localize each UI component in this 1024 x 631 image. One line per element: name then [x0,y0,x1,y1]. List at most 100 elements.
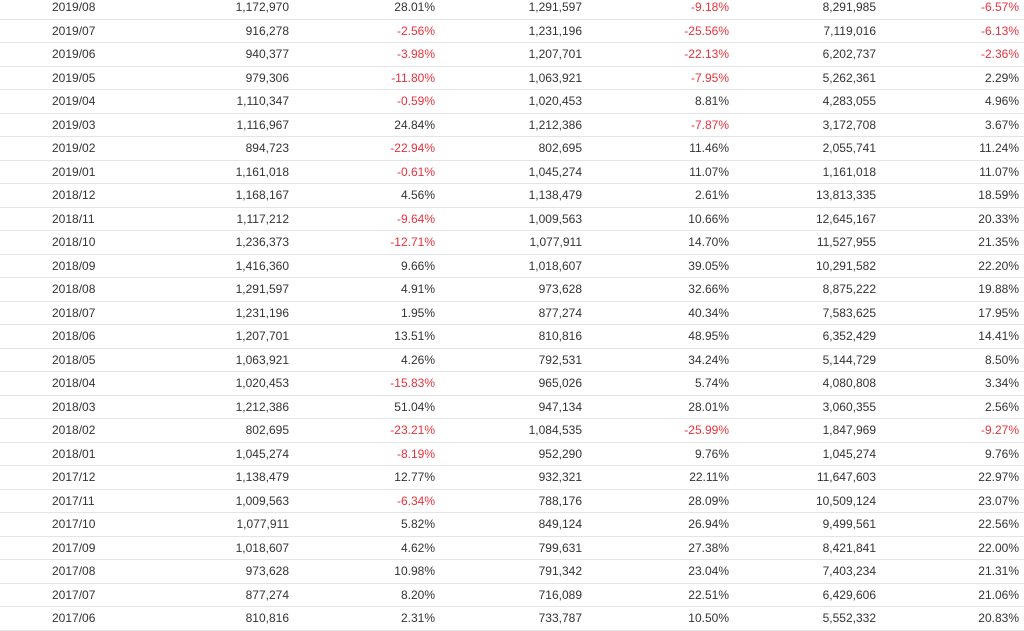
cumulative-value-cell: 6,352,429 [822,329,876,343]
yoy-change-cell: 27.38% [688,540,729,555]
yoy-change-cell: 34.24% [688,352,729,367]
mom-change-cell: 4.91% [400,282,435,296]
cumulative-value-cell: 8,421,841 [822,540,876,555]
table-row: 2019/06 940,377 -3.98% 1,207,701 -22.13% 6,20… [0,43,1024,67]
value-cell: 1,168,167 [235,188,289,202]
prior-year-value-cell: 1,020,453 [528,94,582,108]
prior-year-value-cell: 1,063,921 [528,70,582,85]
table-row: 2018/12 1,168,167 4.56% 1,138,479 2.61% 13,81… [0,184,1024,208]
table-row: 2017/11 1,009,563 -6.34% 788,176 28.09% 10,50… [0,490,1024,513]
yoy-change-cell: 26.94% [688,517,729,531]
cumulative-value-cell: 5,262,361 [822,70,876,85]
month-cell: 2018/09 [52,258,96,273]
cumulative-change-cell: 20.83% [978,611,1019,625]
month-cell: 2017/10 [52,517,96,531]
prior-year-value-cell: 1,291,597 [528,0,582,14]
cumulative-change-cell: 21.31% [978,564,1019,578]
month-cell: 2018/07 [52,305,96,320]
table-row: 2017/12 1,138,479 12.77% 932,321 22.11% 11,64… [0,466,1024,490]
cumulative-value-cell: 12,645,167 [815,211,876,226]
value-cell: 1,161,018 [235,164,289,179]
month-cell: 2019/03 [52,117,96,132]
value-cell: 1,116,967 [236,117,290,132]
cumulative-value-cell: 5,552,332 [822,611,876,625]
mom-change-cell: -9.64% [396,211,435,226]
mom-change-cell: 51.04% [394,399,435,414]
prior-year-value-cell: 1,212,386 [528,117,582,132]
cumulative-change-cell: 22.20% [978,258,1019,273]
yoy-change-cell: 22.11% [689,470,729,484]
cumulative-change-cell: -9.27% [980,423,1019,437]
mom-change-cell: 28.01% [394,0,435,14]
mom-change-cell: -6.34% [396,493,435,508]
month-cell: 2019/06 [52,47,96,61]
month-cell: 2019/07 [52,23,96,38]
cumulative-value-cell: 7,583,625 [822,305,876,320]
yoy-change-cell: -7.95% [690,70,729,85]
value-cell: 1,020,453 [235,376,289,390]
value-cell: 1,045,274 [235,446,289,461]
mom-change-cell: 2.31% [400,611,435,625]
yoy-change-cell: 14.70% [688,235,729,249]
yoy-change-cell: 32.66% [688,282,729,296]
yoy-change-cell: 48.95% [688,329,729,343]
table-row: 2018/03 1,212,386 51.04% 947,134 28.01% 3,060… [0,396,1024,419]
yoy-change-cell: 28.09% [688,493,729,508]
cumulative-change-cell: 14.41% [978,329,1019,343]
value-cell: 1,212,386 [235,399,289,414]
cumulative-change-cell: 3.67% [984,117,1019,132]
month-cell: 2019/02 [52,141,96,155]
cumulative-change-cell: 2.56% [984,399,1019,414]
yoy-change-cell: 8.81% [694,94,729,108]
yoy-change-cell: -9.18% [690,0,729,14]
prior-year-value-cell: 802,695 [538,141,582,155]
table-row: 2019/07 916,278 -2.56% 1,231,196 -25.56% 7,11… [0,20,1024,43]
yoy-change-cell: 11.07% [689,164,729,179]
value-cell: 940,377 [245,47,289,61]
cumulative-value-cell: 6,202,737 [822,47,876,61]
prior-year-value-cell: 1,138,479 [528,188,582,202]
cumulative-change-cell: 22.56% [978,517,1019,531]
prior-year-value-cell: 1,009,563 [528,211,582,226]
prior-year-value-cell: 733,787 [538,611,582,625]
table-row: 2019/08 1,172,970 28.01% 1,291,597 -9.18% 8,2… [0,0,1024,20]
cumulative-change-cell: 8.50% [984,352,1019,367]
table-row: 2018/04 1,020,453 -15.83% 965,026 5.74% 4,080… [0,372,1024,396]
prior-year-value-cell: 973,628 [538,282,582,296]
cumulative-change-cell: 19.88% [978,282,1019,296]
cumulative-change-cell: -6.57% [980,0,1019,14]
table-row: 2019/03 1,116,967 24.84% 1,212,386 -7.87% 3,1… [0,114,1024,137]
prior-year-value-cell: 791,342 [538,564,582,578]
cumulative-value-cell: 9,499,561 [822,517,876,531]
cumulative-value-cell: 7,403,234 [822,564,876,578]
value-cell: 1,063,921 [235,352,289,367]
cumulative-change-cell: 17.95% [978,305,1019,320]
cumulative-value-cell: 11,647,603 [816,470,876,484]
prior-year-value-cell: 877,274 [538,305,582,320]
cumulative-change-cell: -2.36% [980,47,1019,61]
table-row: 2019/01 1,161,018 -0.61% 1,045,274 11.07% 1,1… [0,161,1024,184]
table-row: 2018/01 1,045,274 -8.19% 952,290 9.76% 1,045,… [0,443,1024,466]
mom-change-cell: 1.95% [400,305,435,320]
value-cell: 1,231,196 [235,305,289,320]
cumulative-change-cell: 21.35% [978,235,1019,249]
value-cell: 973,628 [245,564,289,578]
cumulative-value-cell: 7,119,016 [823,23,877,38]
yoy-change-cell: 5.74% [694,376,729,390]
month-cell: 2018/11 [52,211,95,226]
mom-change-cell: -12.71% [390,235,435,249]
value-cell: 810,816 [245,611,289,625]
cumulative-value-cell: 5,144,729 [822,352,876,367]
yoy-change-cell: 28.01% [688,399,729,414]
month-cell: 2019/01 [52,164,96,179]
table-row: 2018/09 1,416,360 9.66% 1,018,607 39.05% 10,2… [0,255,1024,278]
prior-year-value-cell: 810,816 [538,329,582,343]
month-cell: 2018/06 [52,329,96,343]
cumulative-value-cell: 4,080,808 [822,376,876,390]
prior-year-value-cell: 716,089 [538,587,582,602]
value-cell: 1,117,212 [236,211,290,226]
prior-year-value-cell: 792,531 [538,352,582,367]
mom-change-cell: 13.51% [394,329,435,343]
cumulative-change-cell: 9.76% [984,446,1019,461]
